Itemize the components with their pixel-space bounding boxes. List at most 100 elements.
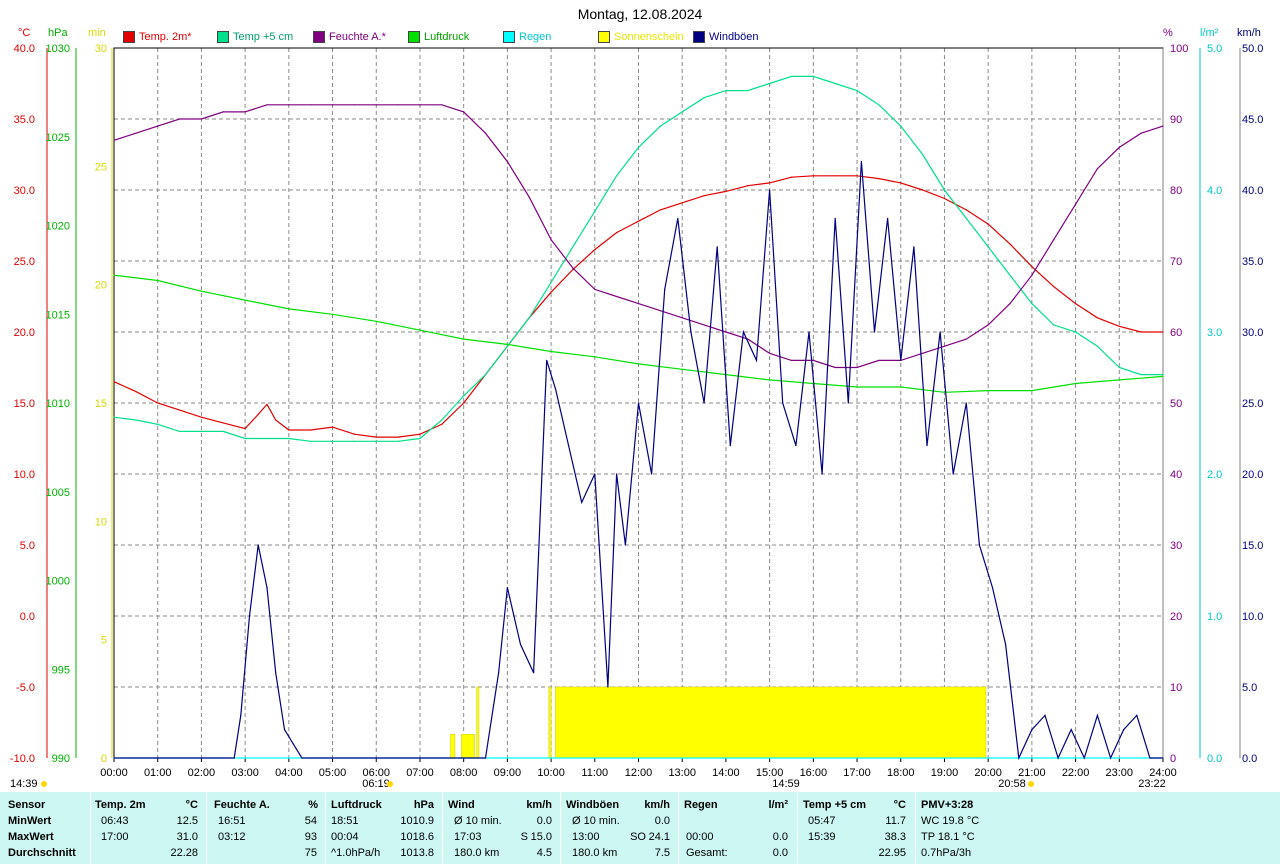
luftdruck-time: 00:04: [331, 831, 359, 843]
data-point: [1009, 243, 1011, 245]
data-point: [834, 82, 836, 85]
pressure-tick-label: 1005: [46, 487, 70, 499]
stats-header: Sensor: [8, 799, 46, 811]
data-point: [1096, 317, 1099, 319]
data-point: [1123, 729, 1125, 731]
stats-header-unit: hPa: [413, 799, 434, 811]
wind-value: 0.0: [536, 815, 552, 827]
legend-label: Temp +5 cm: [233, 31, 294, 43]
column-separator: [90, 792, 91, 864]
sunrise-label: 06:19: [362, 778, 390, 790]
data-point: [987, 246, 989, 248]
data-point: [135, 419, 137, 421]
rain-tick-label: 1.0: [1207, 611, 1222, 623]
data-point: [157, 125, 159, 127]
data-point: [939, 331, 941, 333]
data-point: [244, 111, 246, 113]
sun-tick-label: 25: [95, 161, 107, 173]
data-point: [157, 423, 159, 425]
data-point: [987, 223, 989, 225]
sunshine-bar: [461, 734, 475, 759]
legend-swatch: [693, 31, 705, 43]
data-point: [943, 391, 946, 393]
sunshine-bar: [555, 686, 987, 759]
column-separator: [797, 792, 798, 864]
legend-item: Luftdruck: [408, 31, 469, 43]
wind-tick-label: 5.0: [1242, 682, 1257, 694]
wind-tick-label: 35.0: [1242, 256, 1263, 268]
data-point: [659, 310, 661, 312]
data-point: [244, 427, 246, 430]
stats-header: Temp +5 cm: [803, 799, 867, 811]
data-point: [1031, 274, 1033, 276]
time-tick-label: 21:00: [1018, 767, 1046, 779]
wind-tick-label: 30.0: [1242, 327, 1263, 339]
wind-tick-label: 10.0: [1242, 611, 1263, 623]
stats-header: Windböen: [566, 799, 620, 811]
gust-value: 0.0: [654, 815, 670, 827]
time-tick-label: 13:00: [668, 767, 696, 779]
data-point: [594, 249, 596, 251]
luftdruck-time: ^1.0hPa/h: [331, 847, 381, 859]
data-point: [1118, 146, 1120, 148]
sun-tick-label: 0: [101, 753, 107, 765]
statistics-table: Sensor Temp. 2m °C Feuchte A.% Luftdruck hPa W…: [0, 792, 1280, 864]
data-point: [987, 324, 989, 326]
data-point: [310, 429, 312, 431]
stats-row-label: MaxWert: [8, 831, 54, 843]
column-separator: [442, 792, 443, 864]
data-point: [1096, 345, 1099, 347]
data-point: [1005, 643, 1007, 646]
data-point: [157, 279, 159, 282]
feuchte-value: 75: [304, 847, 317, 859]
gust-time: 180.0 km: [572, 847, 618, 859]
temp2m-time: 17:00: [101, 831, 129, 843]
data-point: [913, 246, 915, 248]
data-point: [222, 430, 224, 432]
humidity-tick-label: 10: [1170, 682, 1182, 694]
data-point: [1044, 714, 1046, 717]
stats-header: Wind: [448, 799, 475, 811]
data-point: [943, 345, 946, 347]
data-point: [222, 422, 224, 424]
data-point: [952, 473, 954, 475]
rain-tick-label: 0.0: [1207, 753, 1222, 765]
data-point: [248, 615, 251, 617]
temp2m-value: 22.28: [170, 847, 198, 859]
data-point: [900, 386, 902, 388]
data-point: [856, 366, 858, 369]
data-point: [353, 104, 355, 106]
data-point: [266, 403, 268, 406]
luftdruck-time: 18:51: [331, 815, 359, 827]
data-point: [244, 437, 246, 440]
data-point: [878, 104, 880, 106]
sun-tick-label: 20: [95, 280, 107, 292]
data-point: [257, 413, 259, 415]
pressure-tick-label: 1000: [46, 576, 70, 588]
temp5cm-value: 22.95: [878, 847, 906, 859]
data-point: [441, 419, 443, 421]
sunrise-icon: [387, 781, 393, 787]
data-point: [637, 402, 640, 404]
data-point: [703, 324, 705, 326]
regen-time: 00:00: [686, 831, 714, 843]
pressure-tick-label: 1025: [46, 132, 70, 144]
temp2m-value: 12.5: [176, 815, 198, 827]
temp5cm-value: 38.3: [884, 831, 906, 843]
data-point: [301, 757, 303, 759]
stats-header: Temp. 2m: [95, 799, 146, 811]
data-point: [554, 388, 557, 390]
data-point: [677, 217, 679, 219]
time-tick-label: 23:00: [1106, 767, 1134, 779]
regen-time: Gesamt:: [686, 847, 728, 859]
data-point: [572, 246, 574, 248]
humidity-tick-label: 30: [1170, 540, 1182, 552]
data-point: [550, 239, 552, 241]
data-point: [616, 473, 618, 475]
humidity-tick-label: 50: [1170, 398, 1182, 410]
pressure-tick-label: 1020: [46, 221, 70, 233]
sunshine-bar: [476, 686, 480, 759]
gust-value: 24.1: [648, 831, 670, 843]
legend-label: Temp. 2m*: [139, 31, 192, 43]
luftdruck-value: 1010.9: [400, 815, 434, 827]
